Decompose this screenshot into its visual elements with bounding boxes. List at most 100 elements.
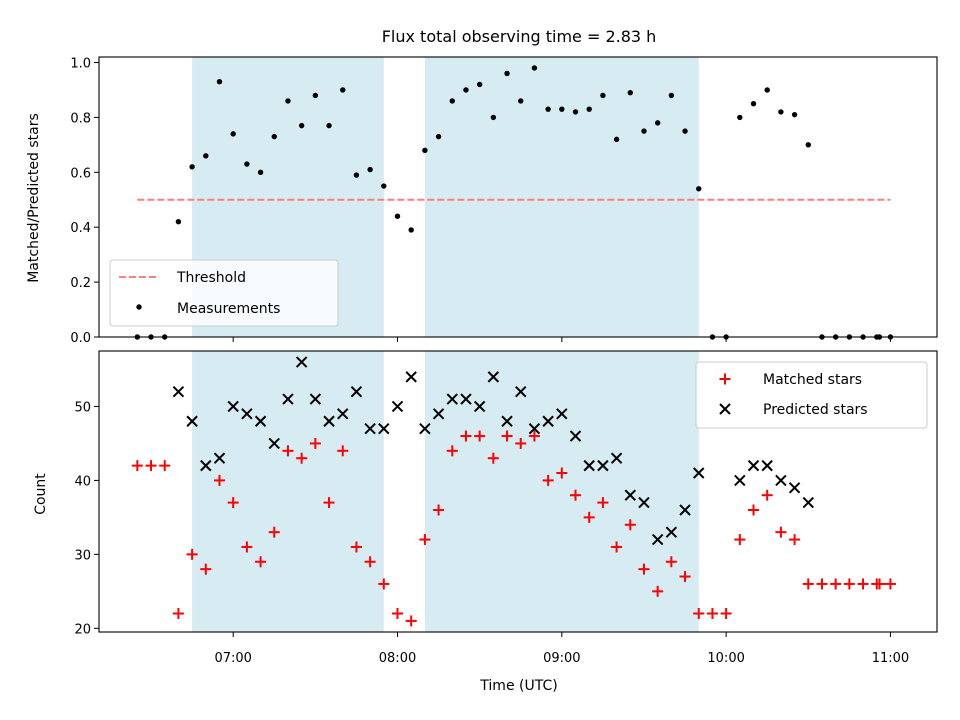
matched-star-marker: [460, 430, 472, 442]
matched-star-marker: [350, 541, 362, 553]
measurement-point: [257, 169, 264, 175]
observing-interval-2: [424, 351, 699, 632]
matched-star-marker: [720, 608, 732, 620]
matched-star-marker: [364, 556, 376, 568]
measurement-point: [504, 70, 510, 77]
predicted-star-marker: [473, 400, 486, 413]
ratio-panel: 0.0 0.2 0.4 0.6 0.8 1.0 Threshold Measurements: [70, 56, 938, 346]
predicted-star-marker: [391, 400, 404, 413]
matched-star-marker: [255, 556, 267, 568]
measurement-point: [244, 161, 250, 167]
measurement-point: [805, 142, 811, 148]
matched-star-marker: [213, 474, 225, 486]
legend-measurements-swatch: [136, 304, 142, 310]
matched-star-marker: [734, 534, 746, 546]
matched-star-marker: [706, 608, 718, 620]
legend: Matched stars Predicted stars: [695, 361, 928, 429]
observing-interval-2: [424, 57, 699, 337]
y-tick-label: 0.4: [70, 221, 91, 236]
x-tick-label: 10:00: [707, 651, 744, 666]
predicted-star-marker: [295, 356, 308, 368]
axes-frame: [98, 56, 938, 338]
predicted-star-marker: [419, 422, 431, 435]
measurement-point: [531, 65, 538, 71]
legend-threshold-label: Threshold: [176, 270, 246, 286]
measurement-point: [340, 87, 346, 93]
predicted-star-marker: [186, 415, 198, 427]
predicted-star-marker: [788, 482, 801, 494]
predicted-star-marker: [200, 459, 212, 472]
measurement-point: [696, 186, 702, 192]
measurement-point: [559, 106, 565, 112]
matched-star-marker: [159, 460, 171, 472]
measurement-point: [764, 87, 770, 93]
measurement-point: [285, 98, 291, 104]
matched-star-marker: [296, 452, 308, 464]
y-tick-label: 30: [74, 548, 91, 563]
matched-star-marker: [761, 489, 773, 501]
matched-star-marker: [282, 445, 294, 457]
predicted-star-marker: [460, 393, 472, 405]
matched-star-marker: [748, 504, 760, 516]
y-tick-label: 0.0: [70, 331, 91, 346]
matched-star-marker: [583, 511, 595, 523]
matched-star-marker: [693, 608, 705, 620]
matched-star-marker: [873, 578, 885, 590]
matched-star-marker: [487, 452, 499, 464]
predicted-star-marker: [309, 393, 322, 405]
predicted-star-marker: [432, 408, 445, 420]
measurement-point: [613, 136, 620, 143]
measurement-point: [312, 92, 319, 99]
matched-star-marker: [131, 460, 143, 472]
y-tick-label: 0.2: [70, 276, 91, 291]
matched-star-marker: [145, 460, 157, 472]
measurement-point: [203, 153, 209, 159]
predicted-star-marker: [693, 467, 705, 479]
matched-star-marker: [679, 571, 691, 583]
matched-star-marker: [843, 578, 855, 590]
matched-star-marker: [556, 467, 568, 479]
legend-measurements-label: Measurements: [177, 301, 280, 317]
predicted-star-marker: [802, 496, 814, 509]
predicted-star-marker: [775, 474, 787, 487]
measurement-point: [627, 89, 633, 96]
predicted-star-marker: [282, 393, 294, 405]
predicted-star-marker: [651, 533, 664, 546]
predicted-star-marker: [501, 415, 513, 427]
predicted-star-marker: [638, 496, 650, 509]
x-tick-label: 07:00: [214, 651, 251, 666]
matched-star-marker: [172, 608, 184, 620]
matched-star-marker: [816, 578, 828, 590]
measurement-point: [353, 172, 360, 178]
bottom-y-axis-label: Count: [33, 473, 49, 515]
measurement-point: [435, 133, 442, 140]
predicted-star-marker: [323, 415, 335, 427]
measurement-point: [216, 79, 223, 85]
x-tick-label: 08:00: [379, 651, 416, 666]
matched-star-marker: [570, 489, 582, 501]
measurement-point: [600, 92, 606, 99]
matched-star-marker: [309, 437, 321, 449]
measurement-point: [654, 120, 661, 126]
predicted-star-marker: [350, 385, 363, 398]
matched-star-marker: [433, 504, 445, 516]
measurement-point: [682, 128, 688, 134]
measurement-point: [381, 183, 387, 189]
predicted-star-marker: [624, 489, 636, 501]
predicted-star-marker: [761, 459, 773, 472]
axes-frame: [98, 350, 938, 633]
y-tick-label: 0.6: [70, 166, 91, 181]
predicted-star-marker: [515, 385, 527, 398]
predicted-star-marker: [241, 408, 253, 420]
matched-star-marker: [542, 474, 554, 486]
predicted-star-marker: [528, 422, 541, 435]
legend-box: [695, 361, 928, 429]
matched-star-marker: [268, 526, 280, 538]
predicted-star-marker: [337, 408, 349, 420]
predicted-star-marker: [542, 415, 554, 427]
predicted-star-marker: [268, 437, 280, 450]
matched-star-marker: [200, 563, 212, 575]
legend-predicted-swatch: [719, 403, 731, 415]
measurement-point: [326, 122, 332, 129]
